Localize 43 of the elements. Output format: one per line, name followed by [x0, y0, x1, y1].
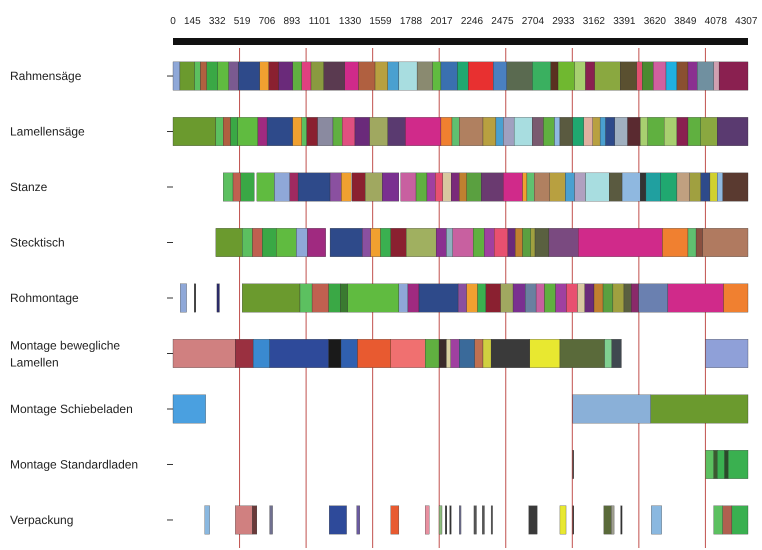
x-tick-label: 1559 — [369, 16, 392, 27]
y-tick-label: Stecktisch — [10, 236, 65, 250]
bar — [390, 506, 400, 534]
x-tick-label: 1788 — [400, 16, 423, 27]
x-tick-label: 519 — [234, 16, 251, 27]
bar — [216, 284, 220, 312]
y-tick-label: Lamellensäge — [10, 124, 86, 139]
x-tick-label: 2933 — [552, 16, 575, 27]
x-tick-label: 2475 — [491, 16, 514, 27]
x-tick-label: 1330 — [338, 16, 362, 27]
x-tick-label: 706 — [258, 16, 276, 27]
x-tick-label: 332 — [208, 16, 226, 27]
y-tick-label: Verpackung — [10, 512, 74, 527]
y-tick-label: Rahmensäge — [10, 69, 82, 84]
y-tick-label: Montage Standardladen — [10, 457, 138, 472]
x-tick-label: 3849 — [674, 16, 697, 27]
bar — [528, 506, 538, 534]
x-tick-label: 893 — [284, 16, 301, 27]
bar — [560, 506, 566, 534]
x-tick-label: 3162 — [582, 16, 606, 27]
y-tick-label: Rohmontage — [10, 291, 80, 305]
bar — [438, 506, 442, 534]
x-tick-label: 3620 — [644, 16, 666, 27]
y-tick-label: Stanze — [10, 180, 48, 194]
bar — [235, 506, 253, 534]
x-tick-label: 145 — [184, 16, 202, 27]
x-tick-label: 2246 — [460, 16, 484, 27]
bar — [425, 506, 430, 534]
x-tick-label: 4078 — [704, 16, 728, 27]
bar — [705, 450, 714, 479]
bar — [651, 506, 662, 534]
bar — [329, 506, 347, 534]
x-tick-label: 0 — [170, 16, 176, 27]
x-tick-label: 4307 — [735, 16, 758, 27]
x-tick-label: 1101 — [308, 16, 331, 27]
bar — [269, 506, 273, 534]
x-tick-label: 3391 — [613, 16, 636, 27]
y-tick-label: Montage bewegliche Lamellen — [10, 338, 120, 370]
y-tick-label: Montage Schiebeladen — [10, 402, 133, 416]
bar — [356, 506, 360, 534]
x-tick-label: 2704 — [522, 16, 544, 27]
x-tick-label: 2017 — [430, 16, 454, 27]
bar — [705, 339, 748, 368]
